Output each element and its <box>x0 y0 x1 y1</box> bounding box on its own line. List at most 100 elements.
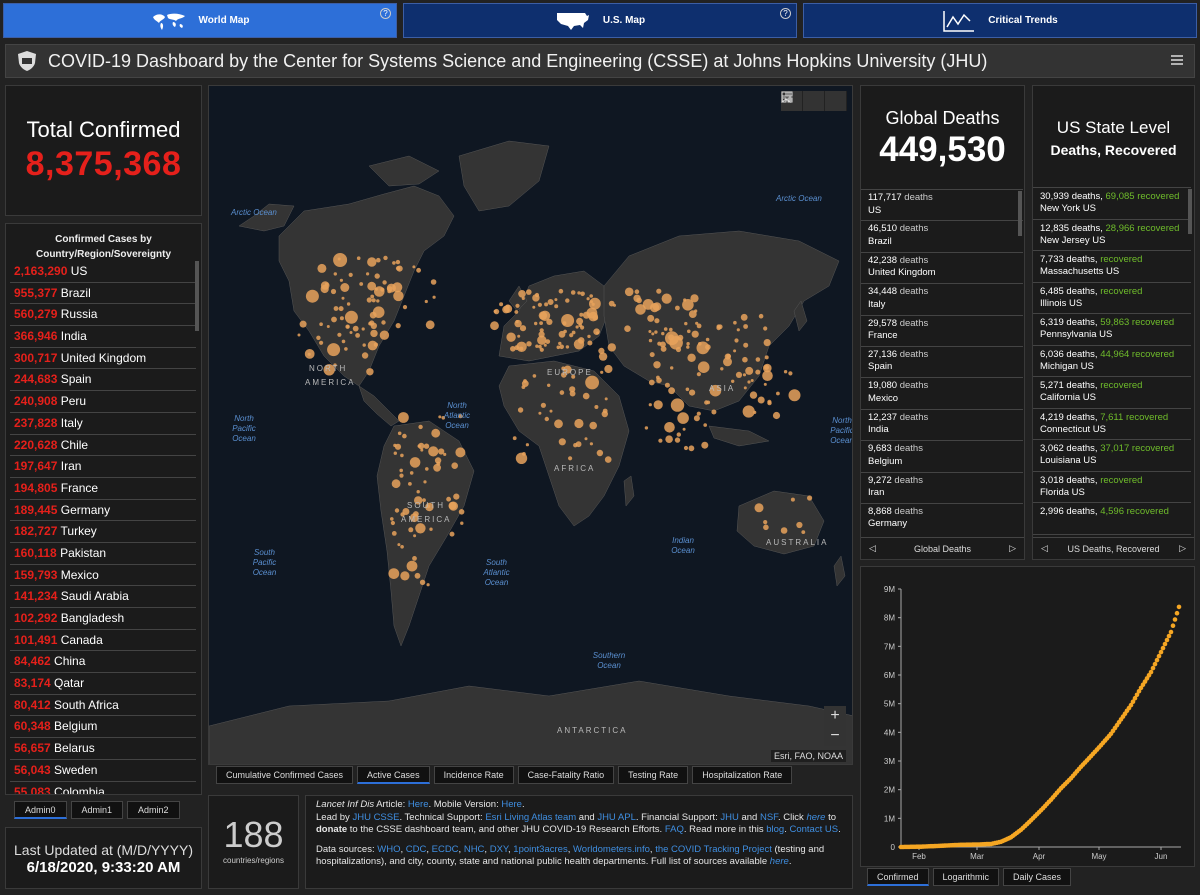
case-marker-204[interactable] <box>537 335 547 345</box>
case-marker-390[interactable] <box>755 357 761 362</box>
case-marker-380[interactable] <box>788 371 793 376</box>
case-marker-237[interactable] <box>682 299 694 311</box>
case-marker-147[interactable] <box>415 523 426 534</box>
chevron-right-icon[interactable]: ▷ <box>1179 543 1186 553</box>
case-marker-88[interactable] <box>431 428 441 438</box>
case-marker-264[interactable] <box>736 328 740 332</box>
case-marker-91[interactable] <box>429 527 433 531</box>
case-marker-176[interactable] <box>565 345 570 349</box>
case-marker-3[interactable] <box>395 259 401 265</box>
case-marker-27[interactable] <box>395 323 401 329</box>
case-marker-397[interactable] <box>754 503 764 513</box>
case-marker-174[interactable] <box>554 304 559 309</box>
case-marker-33[interactable] <box>392 261 396 265</box>
global-deaths-row[interactable]: 46,510 deaths Brazil <box>861 221 1023 253</box>
case-marker-369[interactable] <box>674 437 681 443</box>
case-marker-43[interactable] <box>372 306 385 318</box>
case-marker-51[interactable] <box>432 295 436 299</box>
case-marker-69[interactable] <box>373 342 379 347</box>
case-marker-294[interactable] <box>705 337 710 342</box>
case-marker-36[interactable] <box>402 305 408 310</box>
case-marker-308[interactable] <box>726 353 731 359</box>
case-marker-336[interactable] <box>571 374 576 379</box>
case-marker-121[interactable] <box>441 416 446 420</box>
case-marker-140[interactable] <box>397 543 401 547</box>
case-marker-256[interactable] <box>656 288 662 294</box>
case-marker-358[interactable] <box>525 443 529 447</box>
case-marker-112[interactable] <box>408 527 414 533</box>
case-marker-309[interactable] <box>743 324 748 329</box>
case-marker-159[interactable] <box>589 294 593 298</box>
case-marker-352[interactable] <box>594 405 599 409</box>
case-marker-23[interactable] <box>387 289 392 294</box>
case-marker-196[interactable] <box>575 325 579 329</box>
nav-critical-trends[interactable]: Critical Trends <box>803 3 1197 38</box>
case-marker-100[interactable] <box>399 468 403 473</box>
case-marker-394[interactable] <box>753 410 757 414</box>
zoom-in-button[interactable]: + <box>830 707 840 724</box>
case-marker-116[interactable] <box>413 534 417 538</box>
case-marker-224[interactable] <box>624 287 634 297</box>
contact-link[interactable]: Contact US <box>789 824 839 835</box>
case-marker-93[interactable] <box>400 453 404 458</box>
case-marker-77[interactable] <box>362 343 366 347</box>
source-link[interactable]: 1point3acres <box>513 843 568 855</box>
source-link[interactable]: NHC <box>463 843 485 855</box>
country-row[interactable]: 220,628 Chile <box>10 435 196 457</box>
case-marker-225[interactable] <box>686 345 690 349</box>
us-state-row[interactable]: 12,835 deaths, 28,966 recovered New Jerse… <box>1033 220 1191 251</box>
scrollbar[interactable] <box>1018 191 1022 236</box>
case-marker-295[interactable] <box>733 349 737 353</box>
country-row[interactable]: 240,908 Peru <box>10 391 196 413</box>
case-marker-345[interactable] <box>532 374 537 378</box>
case-marker-383[interactable] <box>783 370 788 374</box>
country-row[interactable]: 102,292 Bangladesh <box>10 608 196 630</box>
us-state-row[interactable]: 7,733 deaths, recovered Massachusetts US <box>1033 251 1191 283</box>
faq-link[interactable]: FAQ <box>664 824 684 835</box>
us-state-row[interactable]: 5,271 deaths, recovered California US <box>1033 377 1191 409</box>
case-marker-137[interactable] <box>400 545 404 549</box>
case-marker-111[interactable] <box>391 531 397 536</box>
case-marker-389[interactable] <box>767 399 772 404</box>
case-marker-301[interactable] <box>763 339 771 347</box>
case-marker-30[interactable] <box>376 257 381 263</box>
case-marker-271[interactable] <box>731 379 735 383</box>
case-marker-209[interactable] <box>510 346 516 352</box>
map-layer-tab[interactable]: Incidence Rate <box>433 766 514 784</box>
case-marker-282[interactable] <box>763 326 768 331</box>
case-marker-179[interactable] <box>587 334 591 339</box>
case-marker-262[interactable] <box>697 361 710 374</box>
map-layer-tab[interactable]: Cumulative Confirmed Cases <box>216 766 354 784</box>
case-marker-243[interactable] <box>579 312 584 317</box>
chevron-right-icon[interactable]: ▷ <box>1009 543 1016 553</box>
case-marker-109[interactable] <box>416 490 420 494</box>
case-marker-165[interactable] <box>559 344 564 350</box>
case-marker-314[interactable] <box>687 353 696 362</box>
case-marker-366[interactable] <box>676 432 681 437</box>
case-marker-212[interactable] <box>580 291 585 297</box>
us-state-row[interactable]: 4,219 deaths, 7,611 recovered Connecticut… <box>1033 409 1191 440</box>
case-marker-181[interactable] <box>518 290 526 298</box>
case-marker-328[interactable] <box>544 416 549 422</box>
case-marker-97[interactable] <box>433 463 441 472</box>
case-marker-302[interactable] <box>758 313 764 319</box>
chart-tab[interactable]: Confirmed <box>867 868 929 886</box>
country-row[interactable]: 244,683 Spain <box>10 369 196 392</box>
case-marker-257[interactable] <box>642 299 654 310</box>
case-marker-386[interactable] <box>743 386 747 390</box>
jhu-link[interactable]: JHU <box>720 811 739 823</box>
case-marker-61[interactable] <box>339 316 344 321</box>
case-marker-351[interactable] <box>574 418 584 429</box>
case-marker-59[interactable] <box>366 272 370 276</box>
case-marker-242[interactable] <box>608 300 615 307</box>
case-marker-283[interactable] <box>654 330 658 334</box>
case-marker-333[interactable] <box>563 365 572 374</box>
legend-list-icon[interactable] <box>782 91 825 111</box>
case-marker-7[interactable] <box>366 297 372 303</box>
case-marker-287[interactable] <box>656 375 660 380</box>
case-marker-189[interactable] <box>558 330 566 338</box>
mobile-version-link[interactable]: Here <box>501 799 522 810</box>
case-marker-114[interactable] <box>398 412 409 423</box>
case-marker-277[interactable] <box>648 330 652 333</box>
country-row[interactable]: 2,163,290 US <box>10 261 196 283</box>
